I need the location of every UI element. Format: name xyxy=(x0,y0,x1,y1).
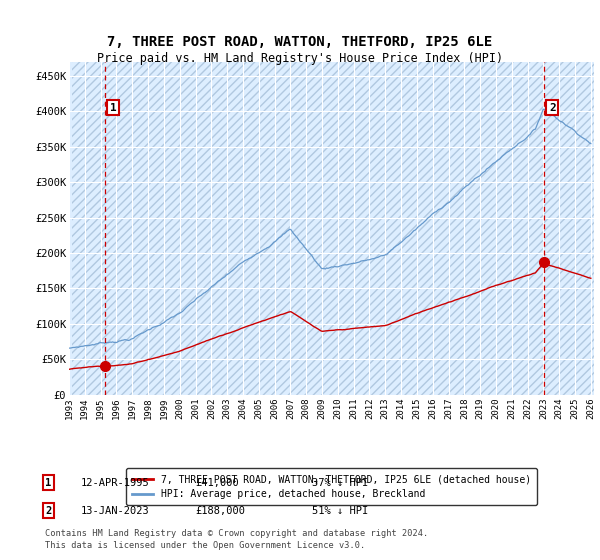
Text: Contains HM Land Registry data © Crown copyright and database right 2024.
This d: Contains HM Land Registry data © Crown c… xyxy=(45,529,428,550)
Legend: 7, THREE POST ROAD, WATTON, THETFORD, IP25 6LE (detached house), HPI: Average pr: 7, THREE POST ROAD, WATTON, THETFORD, IP… xyxy=(126,468,537,505)
Text: 2: 2 xyxy=(549,102,556,113)
Text: 12-APR-1995: 12-APR-1995 xyxy=(81,478,150,488)
Text: £41,000: £41,000 xyxy=(195,478,239,488)
Text: 51% ↓ HPI: 51% ↓ HPI xyxy=(312,506,368,516)
Text: 13-JAN-2023: 13-JAN-2023 xyxy=(81,506,150,516)
Text: 2: 2 xyxy=(45,506,51,516)
Text: 37% ↓ HPI: 37% ↓ HPI xyxy=(312,478,368,488)
Text: 7, THREE POST ROAD, WATTON, THETFORD, IP25 6LE: 7, THREE POST ROAD, WATTON, THETFORD, IP… xyxy=(107,35,493,49)
Text: 1: 1 xyxy=(45,478,51,488)
Text: £188,000: £188,000 xyxy=(195,506,245,516)
Text: Price paid vs. HM Land Registry's House Price Index (HPI): Price paid vs. HM Land Registry's House … xyxy=(97,52,503,66)
Text: 1: 1 xyxy=(110,102,116,113)
